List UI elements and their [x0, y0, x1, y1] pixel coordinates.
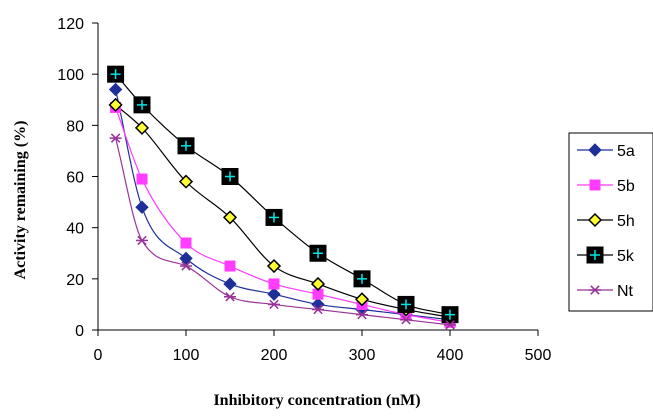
data-point — [310, 276, 326, 292]
data-point — [223, 277, 237, 291]
legend-box — [568, 132, 653, 312]
y-tick-label: 0 — [75, 323, 84, 340]
legend-marker — [586, 246, 604, 264]
legend-label: 5h — [617, 213, 635, 230]
x-tick-label: 0 — [94, 347, 103, 364]
data-point — [312, 304, 324, 315]
data-point — [135, 200, 149, 214]
data-point — [444, 320, 456, 330]
y-tick-label: 80 — [66, 118, 84, 135]
data-point — [268, 299, 280, 310]
data-point — [136, 173, 148, 185]
x-axis-title: Inhibitory concentration (nM) — [213, 392, 420, 409]
data-point — [267, 287, 281, 301]
legend: 5a 5b 5h 5k Nt — [568, 132, 653, 312]
data-point — [354, 292, 370, 307]
y-tick-label: 60 — [66, 170, 84, 187]
data-point — [266, 258, 282, 274]
y-tick-label: 40 — [66, 221, 84, 238]
y-tick-label: 120 — [57, 16, 84, 33]
data-point — [180, 237, 192, 249]
data-point — [134, 120, 150, 135]
data-point — [221, 168, 239, 185]
data-point — [268, 278, 280, 290]
legend-marker — [587, 212, 603, 228]
legend-marker — [589, 179, 601, 191]
data-point — [265, 208, 283, 226]
data-point — [136, 235, 148, 246]
data-point — [177, 137, 195, 155]
data-point — [222, 210, 238, 225]
legend-label: 5k — [617, 248, 635, 265]
data-point — [356, 309, 368, 320]
data-point — [133, 96, 151, 114]
x-tick-label: 400 — [437, 347, 464, 364]
legend-marker — [588, 143, 602, 157]
data-point — [179, 251, 193, 266]
data-point — [180, 261, 192, 271]
data-point — [107, 65, 125, 83]
series-line-5b — [115, 107, 451, 323]
data-point — [224, 260, 236, 272]
data-point — [178, 174, 194, 189]
y-axis-title: Activity remaining (%) — [12, 121, 29, 280]
series-line-5a — [115, 89, 451, 321]
legend-label: 5a — [617, 143, 635, 160]
data-point — [108, 82, 123, 97]
legend-label: 5b — [617, 178, 635, 195]
data-point — [309, 244, 327, 262]
data-point — [400, 315, 412, 325]
data-point — [224, 292, 236, 302]
series-line-5k — [115, 73, 451, 316]
data-point — [397, 295, 415, 313]
x-tick-label: 100 — [173, 347, 200, 364]
x-tick-label: 200 — [261, 347, 288, 364]
data-point — [441, 306, 459, 324]
x-tick-label: 300 — [349, 347, 376, 364]
data-point — [108, 97, 123, 112]
legend-marker — [589, 285, 601, 295]
data-point — [109, 133, 122, 143]
legend-label: Nt — [617, 283, 634, 300]
x-tick-label: 500 — [525, 347, 552, 364]
series-line-5h — [115, 104, 451, 318]
y-tick-label: 20 — [66, 272, 84, 289]
y-tick-label: 100 — [57, 67, 84, 84]
data-point — [353, 270, 371, 288]
